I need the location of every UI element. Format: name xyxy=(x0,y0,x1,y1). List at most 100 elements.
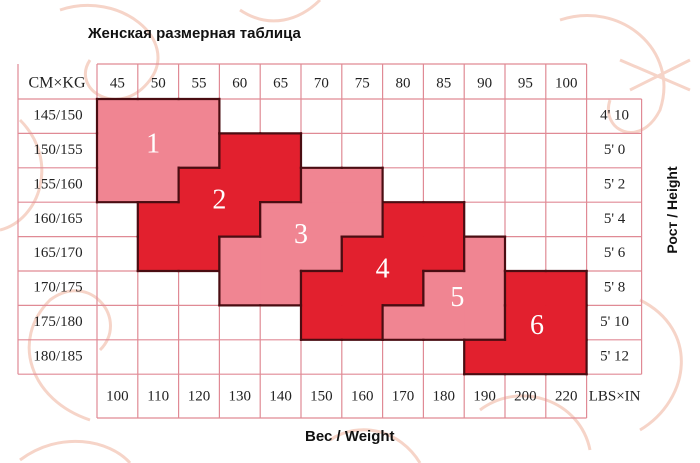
kg-tick-label: 95 xyxy=(518,75,533,91)
kg-tick-label: 80 xyxy=(396,75,411,91)
size-4-cell xyxy=(301,305,343,341)
kg-tick-label: 50 xyxy=(151,75,166,91)
kg-tick-label: 100 xyxy=(555,75,578,91)
kg-tick-label: 75 xyxy=(355,75,370,91)
size-4-cell xyxy=(341,305,384,341)
size-1-cell xyxy=(137,167,180,203)
size-4-label: 4 xyxy=(376,253,390,284)
size-4-cell xyxy=(341,271,384,306)
size-4-cell xyxy=(423,202,465,238)
lbs-tick-label: 180 xyxy=(433,388,456,404)
lbs-tick-label: 190 xyxy=(473,388,496,404)
kg-tick-label: 70 xyxy=(314,75,329,91)
size-5-cell xyxy=(423,305,465,341)
size-5-cell xyxy=(423,271,465,306)
lbs-in-corner-label: LBS×IN xyxy=(589,388,641,404)
lbs-tick-label: 150 xyxy=(310,388,333,404)
size-6-cell xyxy=(464,339,506,375)
size-1-cell xyxy=(137,133,180,169)
size-6-cell xyxy=(545,271,588,306)
cm-row-label: 165/170 xyxy=(33,245,82,261)
size-1-cell xyxy=(178,133,220,169)
kg-tick-label: 45 xyxy=(110,75,125,91)
size-6-cell xyxy=(505,305,547,341)
lbs-tick-label: 120 xyxy=(188,388,211,404)
in-row-label: 5' 2 xyxy=(604,176,625,192)
size-1-cell xyxy=(97,99,139,134)
size-1-label: 1 xyxy=(146,129,160,160)
kg-tick-label: 65 xyxy=(273,75,288,91)
cm-kg-corner-label: CM×KG xyxy=(28,75,85,92)
cm-row-label: 170/175 xyxy=(33,280,82,296)
size-4-cell xyxy=(382,202,424,238)
y-axis-label: Рост / Height xyxy=(664,166,680,254)
size-2-cell xyxy=(137,202,180,238)
size-3-cell xyxy=(260,202,302,238)
size-3-cell xyxy=(301,202,343,238)
cm-row-label: 175/180 xyxy=(33,314,82,330)
size-2-cell xyxy=(137,236,180,272)
in-row-label: 4' 10 xyxy=(600,108,629,124)
size-3-cell xyxy=(301,167,343,203)
size-3-cell xyxy=(219,271,261,306)
cm-row-label: 145/150 xyxy=(33,108,82,124)
in-row-label: 5' 4 xyxy=(604,211,626,227)
kg-tick-label: 90 xyxy=(477,75,492,91)
size-6-label: 6 xyxy=(530,310,544,341)
in-row-label: 5' 8 xyxy=(604,280,625,296)
size-6-cell xyxy=(505,339,547,375)
lbs-tick-label: 220 xyxy=(555,388,578,404)
size-1-cell xyxy=(137,99,180,134)
in-row-label: 5' 0 xyxy=(604,142,625,158)
lbs-tick-label: 140 xyxy=(269,388,292,404)
lbs-tick-label: 100 xyxy=(106,388,129,404)
lbs-tick-label: 130 xyxy=(229,388,252,404)
size-3-cell xyxy=(301,236,343,272)
lbs-tick-label: 170 xyxy=(392,388,415,404)
size-4-cell xyxy=(423,236,465,272)
size-3-label: 3 xyxy=(294,219,308,250)
size-1-cell xyxy=(97,133,139,169)
size-2-cell xyxy=(219,133,261,169)
size-6-cell xyxy=(505,271,547,306)
lbs-tick-label: 200 xyxy=(514,388,537,404)
kg-tick-label: 85 xyxy=(436,75,451,91)
size-2-cell xyxy=(260,167,302,203)
size-3-cell xyxy=(260,236,302,272)
size-1-cell xyxy=(178,99,220,134)
kg-tick-label: 60 xyxy=(232,75,247,91)
size-4-cell xyxy=(301,271,343,306)
kg-tick-label: 55 xyxy=(192,75,207,91)
size-5-cell xyxy=(464,271,506,306)
cm-row-label: 180/185 xyxy=(33,348,82,364)
x-axis-label: Вес / Weight xyxy=(305,428,395,445)
cm-row-label: 155/160 xyxy=(33,176,82,192)
size-3-cell xyxy=(341,167,384,203)
in-row-label: 5' 6 xyxy=(604,245,626,261)
size-3-cell xyxy=(219,236,261,272)
size-5-cell xyxy=(382,305,424,341)
size-5-label: 5 xyxy=(450,282,464,313)
size-2-cell xyxy=(178,236,220,272)
chart-title: Женская размерная таблица xyxy=(88,25,301,42)
size-2-cell xyxy=(260,133,302,169)
size-4-cell xyxy=(382,236,424,272)
size-2-cell xyxy=(219,167,261,203)
size-4-cell xyxy=(382,271,424,306)
size-6-cell xyxy=(545,339,588,375)
size-3-cell xyxy=(341,202,384,238)
size-1-cell xyxy=(97,167,139,203)
size-2-cell xyxy=(178,167,220,203)
in-row-label: 5' 12 xyxy=(600,348,629,364)
size-2-cell xyxy=(219,202,261,238)
in-row-label: 5' 10 xyxy=(600,314,629,330)
size-3-cell xyxy=(260,271,302,306)
size-2-label: 2 xyxy=(212,185,226,216)
cm-row-label: 150/155 xyxy=(33,142,82,158)
lbs-tick-label: 160 xyxy=(351,388,374,404)
size-6-cell xyxy=(545,305,588,341)
size-5-cell xyxy=(464,236,506,272)
size-2-cell xyxy=(178,202,220,238)
